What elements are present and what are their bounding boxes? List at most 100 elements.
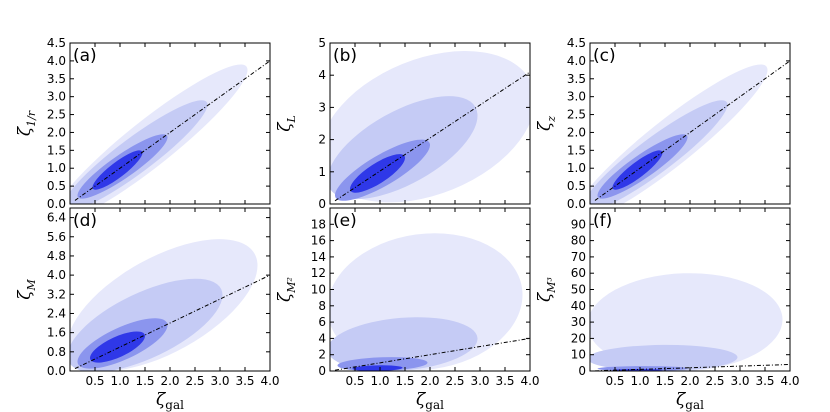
- contour-level-4: [612, 150, 663, 190]
- x-axis-label: ζgal: [416, 390, 444, 412]
- y-tick-label: 20: [571, 331, 586, 345]
- contour-level-4: [92, 150, 143, 190]
- y-tick-label: 80: [571, 234, 586, 248]
- contour-level-4: [90, 331, 146, 363]
- y-tick-label: 10: [571, 348, 586, 362]
- y-tick-label: 4.0: [47, 268, 66, 282]
- x-tick-label: 3.0: [470, 374, 489, 388]
- y-tick-label: 2.5: [47, 108, 66, 122]
- x-tick-label: 3.5: [235, 374, 254, 388]
- x-tick-label: 4.0: [520, 374, 539, 388]
- y-tick-label: 1: [318, 165, 326, 179]
- x-tick-label: 3.5: [495, 374, 514, 388]
- y-tick-label: 0: [578, 364, 586, 378]
- panel-e: 0 2 4 6 8 10 12 14 16 18 0.5 1.0 1.5 2.0 2.5 3.0 3.5 4.0 (…: [275, 207, 540, 412]
- y-tick-label: 70: [571, 250, 586, 264]
- y-tick-label: 0: [318, 197, 326, 211]
- trend-line: [594, 363, 790, 371]
- y-axis-label: ζM³: [535, 277, 558, 302]
- x-tick-label: 2.0: [680, 374, 699, 388]
- y-tick-label: 40: [571, 299, 586, 313]
- y-tick-label: 2.0: [567, 125, 586, 139]
- panel-label: (f): [593, 211, 612, 231]
- y-tick-label: 4.5: [567, 36, 586, 50]
- x-tick-label: 3.5: [755, 374, 774, 388]
- y-tick-label: 3.0: [47, 90, 66, 104]
- y-tick-label: 1.0: [47, 161, 66, 175]
- y-tick-label: 18: [311, 217, 326, 231]
- x-tick-label: 1.5: [135, 374, 154, 388]
- x-tick-label: 2.0: [160, 374, 179, 388]
- panel-b: 0 1 2 3 4 5 (b) ζL: [275, 36, 531, 211]
- panel-d: 0.0 0.8 1.6 2.4 3.2 4.0 4.8 5.6 6.4 0.5 1.0 1.5 2.0 2…: [15, 207, 280, 412]
- y-tick-label: 6: [318, 315, 326, 329]
- y-tick-label: 10: [311, 283, 326, 297]
- y-tick-label: 16: [311, 234, 326, 248]
- y-tick-label: 8: [318, 299, 326, 313]
- x-tick-label: 2.5: [185, 374, 204, 388]
- panel-f: 0 10 20 30 40 50 60 70 80 90 0.5 1.0 1.5 2.0 2.5 3.0 3.5…: [535, 207, 800, 412]
- x-tick-label: 3.0: [210, 374, 229, 388]
- y-tick-label: 14: [311, 250, 326, 264]
- contour-level-4: [352, 365, 403, 371]
- x-tick-label: 2.5: [705, 374, 724, 388]
- y-tick-label: 3.2: [47, 287, 66, 301]
- contour-level-2: [590, 344, 738, 371]
- panel-label: (e): [333, 211, 357, 231]
- y-tick-label: 5: [318, 36, 326, 50]
- y-tick-label: 1.6: [47, 326, 66, 340]
- y-tick-label: 2.0: [47, 125, 66, 139]
- x-tick-label: 1.5: [395, 374, 414, 388]
- panel-label: (a): [73, 46, 97, 66]
- y-tick-label: 6.4: [47, 211, 66, 225]
- x-tick-label: 3.0: [730, 374, 749, 388]
- trend-line: [594, 60, 790, 201]
- y-tick-label: 4.5: [47, 36, 66, 50]
- panel-a: 0.0 0.5 1.0 1.5 2.0 2.5 3.0 3.5 4.0 4.5 (a) ζ1/r: [15, 36, 271, 211]
- y-axis-label: ζ1/r: [15, 110, 38, 136]
- y-axis-label: ζL: [275, 115, 298, 132]
- y-tick-label: 3: [318, 100, 326, 114]
- y-tick-label: 2: [318, 348, 326, 362]
- panel-c: 0.0 0.5 1.0 1.5 2.0 2.5 3.0 3.5 4.0 4.5 (c) ζz: [535, 36, 791, 211]
- x-tick-label: 0.5: [605, 374, 624, 388]
- y-tick-label: 4: [318, 68, 326, 82]
- panel-label: (b): [333, 46, 357, 66]
- y-tick-label: 60: [571, 266, 586, 280]
- panel-label: (d): [73, 211, 97, 231]
- y-tick-label: 30: [571, 315, 586, 329]
- x-tick-label: 1.0: [630, 374, 649, 388]
- y-tick-label: 4.0: [567, 54, 586, 68]
- y-tick-label: 5.6: [47, 230, 66, 244]
- y-tick-label: 1.5: [47, 143, 66, 157]
- x-axis-label: ζgal: [676, 390, 704, 412]
- y-tick-label: 2.4: [47, 306, 66, 320]
- y-tick-label: 4.8: [47, 249, 66, 263]
- y-tick-label: 3.5: [567, 72, 586, 86]
- y-tick-label: 3.5: [47, 72, 66, 86]
- y-tick-label: 12: [311, 266, 326, 280]
- x-tick-label: 2.0: [420, 374, 439, 388]
- y-tick-label: 2: [318, 133, 326, 147]
- y-tick-label: 4: [318, 331, 326, 345]
- x-tick-label: 4.0: [780, 374, 799, 388]
- y-tick-label: 50: [571, 283, 586, 297]
- y-tick-label: 0.0: [567, 197, 586, 211]
- y-axis-label: ζM²: [275, 277, 298, 302]
- x-axis-label: ζgal: [156, 390, 184, 412]
- y-tick-label: 90: [571, 217, 586, 231]
- y-tick-label: 0.8: [47, 345, 66, 359]
- trend-line: [74, 60, 270, 201]
- y-tick-label: 0.0: [47, 197, 66, 211]
- x-tick-label: 2.5: [445, 374, 464, 388]
- x-tick-label: 1.0: [370, 374, 389, 388]
- x-tick-label: 0.5: [345, 374, 364, 388]
- y-tick-label: 3.0: [567, 90, 586, 104]
- x-tick-label: 0.5: [85, 374, 104, 388]
- y-tick-label: 0.0: [47, 364, 66, 378]
- trend-line: [74, 274, 270, 370]
- trend-line: [334, 71, 530, 202]
- x-tick-label: 4.0: [260, 374, 279, 388]
- x-tick-label: 1.0: [110, 374, 129, 388]
- panel-label: (c): [593, 46, 616, 66]
